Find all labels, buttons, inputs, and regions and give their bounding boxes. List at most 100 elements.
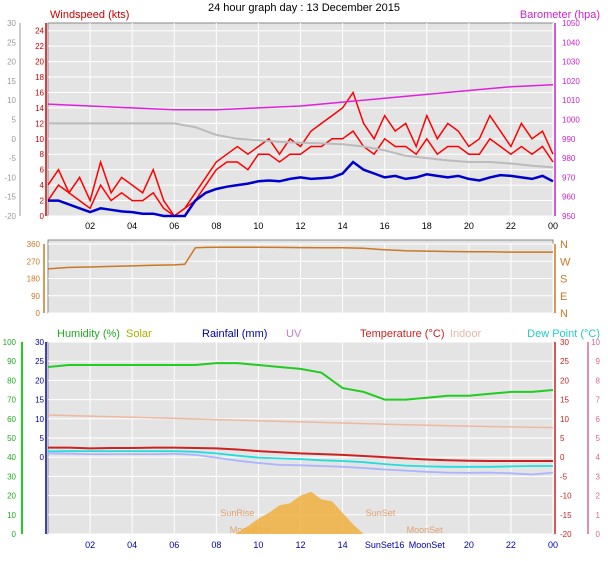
series-line-tempgrey [48,122,554,169]
uv-label: UV [286,328,302,340]
barometer-label: Barometer (hpa) [520,9,600,21]
compass-tick-label: E [560,291,567,303]
solar-label: Solar [126,328,152,340]
baro-tick-label: 970 [562,173,576,182]
x-tick-label: 14 [338,221,348,231]
series-line-dir [47,246,553,270]
humidity-tick-label: 90 [7,357,16,366]
y-tick-label: 12 [35,119,44,128]
temp-tick-label: 30 [560,338,569,347]
series-line-baro [47,84,554,111]
temp-tick-label: -5 [560,472,568,481]
rainfall-tick-label: 30 [35,338,44,347]
outer-y-tick-label: 25 [7,38,16,47]
y-tick-label: 16 [35,88,44,97]
temp-tick-label: 0 [560,453,565,462]
dir-tick-label: 0 [36,309,41,318]
uv-tick-label: 9 [596,357,601,366]
series-line-temperature [48,446,553,462]
temp-tick-label: -10 [560,492,572,501]
baro-tick-label: 1030 [562,58,580,67]
uv-tick-label: 6 [596,415,601,424]
x-tick-label: 22 [506,540,516,550]
baro-tick-label: 950 [562,212,576,221]
temp-tick-label: 20 [560,376,569,385]
outer-y-tick-label: -20 [4,212,16,221]
rainfall-tick-label: 5 [40,434,45,443]
rainfall-label: Rainfall (mm) [202,328,267,340]
baro-tick-label: 990 [562,135,576,144]
rainfall-tick-label: 25 [35,357,44,366]
x-tick-label: MoonSet [409,540,446,550]
astro-annotation: SunSet [366,508,396,518]
temp-tick-label: 5 [560,434,565,443]
series-line-wind [47,130,554,217]
humidity-tick-label: 80 [7,376,16,385]
outer-y-tick-label: -15 [4,193,16,202]
y-tick-label: 10 [35,135,44,144]
x-tick-label: 20 [464,221,474,231]
x-tick-label: 10 [253,221,263,231]
x-tick-label: 00 [548,540,558,550]
x-tick-label: 06 [169,540,179,550]
windspeed-label: Windspeed (kts) [50,9,129,21]
y-tick-label: 0 [40,212,45,221]
x-tick-label: 04 [127,221,137,231]
humidity-tick-label: 10 [7,511,16,520]
compass-tick-label: N [560,239,568,251]
series-line-apparent [47,452,554,476]
series-line-indoor [47,414,554,429]
series-line-humidity [47,362,554,401]
outer-y-tick-label: 30 [7,19,16,28]
outer-y-tick-label: 5 [12,116,17,125]
humidity-label: Humidity (%) [57,328,120,340]
uv-tick-label: 1 [596,511,601,520]
temp-tick-label: 10 [560,415,569,424]
rainfall-tick-label: 20 [35,376,44,385]
humidity-tick-label: 0 [12,530,17,539]
series-line-dewpoint [47,450,553,468]
humidity-tick-label: 50 [7,434,16,443]
temp-tick-label: -15 [560,511,572,520]
x-tick-label: 14 [338,540,348,550]
uv-tick-label: 5 [596,434,601,443]
humidity-tick-label: 100 [3,338,17,347]
humidity-tick-label: 70 [7,396,16,405]
rainfall-tick-label: 15 [35,396,44,405]
y-tick-label: 4 [40,181,45,190]
series-line-gust [47,90,554,218]
baro-tick-label: 980 [562,154,576,163]
temp-tick-label: 25 [560,357,569,366]
x-tick-label: 02 [85,540,95,550]
dir-tick-label: 180 [27,275,41,284]
outer-y-tick-label: 0 [12,135,17,144]
outer-y-tick-label: -10 [4,173,16,182]
x-tick-label: SunSet16 [365,540,405,550]
y-tick-label: 6 [40,166,45,175]
dir-tick-label: 90 [31,292,40,301]
x-tick-label: 04 [127,540,137,550]
y-tick-label: 18 [35,73,44,82]
panel-humidity: Humidity (%) Solar Rainfall (mm) UV Temp… [3,328,601,550]
x-tick-label: 08 [211,540,221,550]
x-tick-label: 18 [422,221,432,231]
baro-tick-label: 1050 [562,19,580,28]
x-tick-label: 12 [295,540,305,550]
astro-annotation: SunRise [220,508,254,518]
baro-tick-label: 1040 [562,38,580,47]
outer-y-tick-label: -5 [9,154,17,163]
dir-tick-label: 270 [27,257,41,266]
outer-y-tick-label: 10 [7,96,16,105]
y-tick-label: 14 [35,104,44,113]
x-tick-label: 16 [380,221,390,231]
x-tick-label: 12 [295,221,305,231]
humidity-tick-label: 60 [7,415,16,424]
x-tick-label: 00 [548,221,558,231]
y-tick-label: 8 [40,150,45,159]
compass-tick-label: N [560,308,568,320]
x-tick-label: 22 [506,221,516,231]
uv-tick-label: 2 [596,492,601,501]
x-tick-label: 08 [211,221,221,231]
uv-tick-label: 10 [591,338,600,347]
uv-tick-label: 0 [596,530,601,539]
